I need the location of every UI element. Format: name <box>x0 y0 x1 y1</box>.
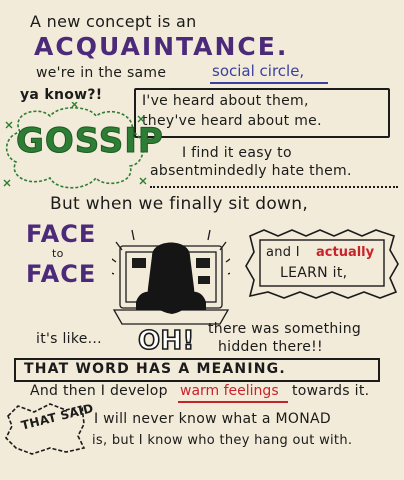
that-said-badge <box>5 403 86 455</box>
to-word: to <box>52 247 64 260</box>
find-it-easy-text: I find it easy to <box>182 145 292 161</box>
towards-it-text: towards it. <box>292 383 370 399</box>
never-know-monad-text: I will never know what a MONAD <box>94 411 331 427</box>
same-circle-text: we're in the same <box>36 65 167 81</box>
sit-down-text: But when we finally sit down, <box>50 194 309 214</box>
learn-it-text: LEARN it, <box>280 265 348 281</box>
heard-about-me-text: they've heard about me. <box>142 113 322 129</box>
warm-feelings-underline <box>178 401 288 403</box>
gossip-word: GOSSIP <box>16 121 164 161</box>
and-i-text: and I <box>266 245 300 260</box>
ya-know-text: ya know?! <box>20 87 103 103</box>
that-word-has-a-meaning-text: THAT WORD HAS A MEANING. <box>24 361 286 377</box>
jagged-learn-box <box>245 229 399 299</box>
actually-text: actually <box>316 245 375 260</box>
heard-about-box <box>134 88 390 138</box>
person-at-laptop-drawing <box>112 229 230 325</box>
social-circle-text: social circle, <box>212 62 305 80</box>
dotted-divider <box>150 186 398 188</box>
heard-about-them-text: I've heard about them, <box>142 93 309 109</box>
hidden-there-text: hidden there!! <box>218 339 323 355</box>
meaning-box <box>14 358 380 382</box>
face-word-top: FACE <box>26 220 97 248</box>
hang-out-with-text: is, but I know who they hang out with. <box>92 433 353 448</box>
intro-text: A new concept is an <box>30 12 197 31</box>
there-was-something-text: there was something <box>208 321 362 337</box>
gossip-cloud-doodle <box>3 102 147 189</box>
acquaintance-heading: ACQUAINTANCE. <box>34 32 289 61</box>
face-word-bottom: FACE <box>26 260 97 288</box>
its-like-text: it's like... <box>36 331 102 347</box>
social-circle-underline <box>210 82 328 84</box>
hate-them-text: absentmindedly hate them. <box>150 163 352 179</box>
then-i-develop-text: And then I develop <box>30 383 168 399</box>
warm-feelings-text: warm feelings <box>180 383 279 399</box>
oh-exclamation: OH! <box>137 326 195 356</box>
